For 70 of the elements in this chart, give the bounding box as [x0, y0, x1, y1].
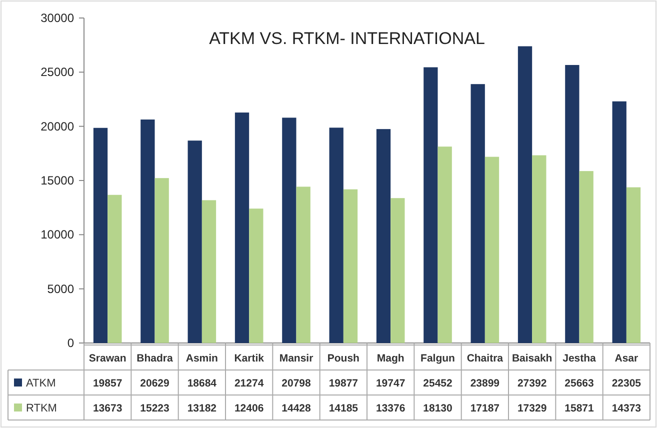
bar [188, 140, 202, 343]
x-tick-label: Asar [614, 352, 638, 364]
x-tick-label: Chaitra [466, 352, 504, 364]
data-label: 17187 [470, 402, 500, 414]
data-label: 19857 [92, 378, 122, 390]
legend-label: RTKM [26, 402, 57, 414]
data-label: 17329 [517, 402, 547, 414]
data-label: 12406 [234, 402, 264, 414]
text: ATKM VS. RTKM- INTERNATIONAL [209, 29, 485, 48]
bar [390, 198, 405, 343]
y-tick-label: 5000 [47, 282, 74, 296]
bar [343, 189, 358, 343]
data-label: 14373 [612, 402, 642, 414]
x-tick-label: Baisakh [512, 352, 552, 364]
bar [579, 171, 594, 343]
x-tick-label: Asmin [186, 352, 218, 364]
bar [108, 194, 122, 343]
data-label: 20629 [140, 378, 170, 390]
data-label: 19747 [376, 378, 406, 390]
x-tick-label: Mansir [279, 352, 314, 364]
data-label: 27392 [517, 378, 547, 390]
bar [140, 120, 155, 343]
bar [376, 129, 391, 343]
x-tick-label: Falgun [420, 352, 455, 364]
bar [470, 84, 485, 343]
x-tick-label: Srawan [88, 352, 126, 364]
data-label: 19877 [328, 378, 358, 390]
data-label: 25663 [564, 378, 594, 390]
data-label: 20798 [282, 378, 312, 390]
data-label: 18684 [187, 378, 217, 390]
data-label: 15871 [564, 402, 594, 414]
data-label: 21274 [234, 378, 264, 390]
data-label: 18130 [423, 402, 453, 414]
y-tick-label: 20000 [40, 119, 74, 134]
bar [532, 155, 546, 343]
x-tick-label: Kartik [234, 352, 264, 364]
bar [626, 187, 641, 343]
bar [202, 200, 216, 343]
bar [249, 208, 264, 343]
bar [234, 112, 250, 343]
y-tick-label: 25000 [40, 65, 74, 80]
bar [329, 128, 344, 343]
bar [154, 178, 169, 343]
data-label: 25452 [423, 378, 453, 390]
x-tick-label: Magh [376, 352, 404, 364]
y-tick-label: 0 [67, 336, 74, 350]
data-label: 14428 [282, 402, 312, 414]
bar [438, 146, 452, 343]
x-tick-label: Jestha [562, 352, 596, 364]
data-label: 13673 [92, 402, 122, 414]
x-tick-label: Poush [327, 352, 360, 364]
y-tick-label: 15000 [40, 174, 74, 188]
data-label: 13182 [187, 402, 217, 414]
bar [484, 156, 500, 343]
bar [612, 101, 626, 343]
bar [93, 128, 108, 343]
bar [282, 118, 296, 343]
y-tick-label: 10000 [40, 228, 74, 242]
data-label: 13376 [376, 402, 406, 414]
y-tick-label: 30000 [40, 11, 74, 25]
bar [296, 186, 310, 343]
bar [565, 64, 580, 343]
bar [424, 67, 438, 343]
bar [518, 46, 532, 343]
x-tick-label: Bhadra [136, 352, 173, 364]
data-label: 22305 [612, 378, 642, 390]
data-label: 15223 [140, 402, 170, 414]
legend-label: ATKM [26, 378, 56, 390]
data-label: 14185 [328, 402, 358, 414]
data-label: 23899 [470, 378, 500, 390]
